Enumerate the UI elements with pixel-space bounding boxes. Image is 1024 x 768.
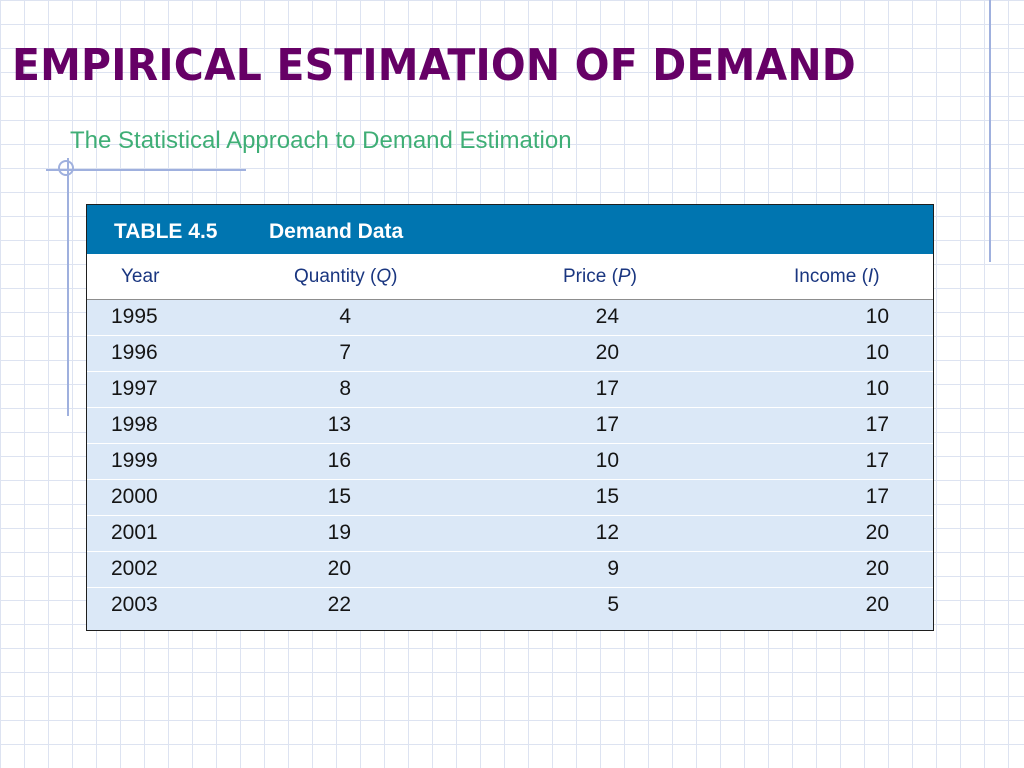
- cell-income: 10: [865, 305, 889, 328]
- table-row: 1998 13 17 17: [87, 408, 933, 444]
- column-header-quantity: Quantity (Q): [294, 266, 397, 288]
- table-row: 1996 7 20 10: [87, 336, 933, 372]
- vertical-rule-left: [67, 158, 69, 416]
- slide-title: EMPIRICAL ESTIMATION OF DEMAND: [12, 40, 856, 91]
- column-header-price: Price (P): [563, 266, 637, 288]
- cell-quantity: 4: [339, 305, 351, 328]
- column-header-year: Year: [121, 266, 160, 287]
- cell-quantity: 8: [339, 377, 351, 400]
- cell-year: 1997: [111, 377, 158, 400]
- table-title: Demand Data: [269, 220, 404, 243]
- cell-price: 17: [595, 377, 619, 400]
- cell-year: 1995: [111, 305, 158, 328]
- cell-price: 17: [595, 413, 619, 436]
- table-row: 2001 19 12 20: [87, 516, 933, 552]
- cell-income: 10: [865, 341, 889, 364]
- vertical-rule-right: [989, 0, 991, 262]
- cell-income: 10: [865, 377, 889, 400]
- cell-price: 12: [595, 521, 619, 544]
- cell-quantity: 13: [327, 413, 351, 436]
- column-header-quantity-symbol: Q: [376, 266, 392, 287]
- column-header-row: Year Quantity (Q) Price (P) Income (I): [87, 254, 933, 300]
- cell-price: 10: [595, 449, 619, 472]
- column-header-income-symbol: I: [867, 266, 874, 287]
- cell-quantity: 19: [327, 521, 351, 544]
- column-header-price-symbol: P: [617, 266, 631, 287]
- cell-price: 15: [595, 485, 619, 508]
- cell-income: 17: [865, 485, 889, 508]
- table-row: 2003 22 5 20: [87, 588, 933, 624]
- table-caption-bar: TABLE 4.5 Demand Data: [87, 205, 933, 254]
- cell-year: 2001: [111, 521, 158, 544]
- table-number: TABLE 4.5: [114, 220, 218, 243]
- cell-year: 2000: [111, 485, 158, 508]
- cell-income: 17: [865, 413, 889, 436]
- cell-quantity: 20: [327, 557, 351, 580]
- cell-income: 20: [865, 593, 889, 616]
- demand-data-table: TABLE 4.5 Demand Data Year Quantity (Q) …: [86, 204, 934, 631]
- cell-income: 20: [865, 521, 889, 544]
- cell-quantity: 7: [339, 341, 351, 364]
- cell-year: 1996: [111, 341, 158, 364]
- table-row: 1997 8 17 10: [87, 372, 933, 408]
- horizontal-rule-left: [46, 169, 246, 171]
- column-header-income-close: ): [873, 266, 880, 287]
- cell-income: 17: [865, 449, 889, 472]
- column-header-quantity-text: Quantity (: [294, 266, 377, 287]
- cell-price: 20: [595, 341, 619, 364]
- column-header-income-text: Income (: [794, 266, 868, 287]
- column-header-income: Income (I): [794, 266, 880, 288]
- cell-year: 1999: [111, 449, 158, 472]
- table-body: 1995 4 24 10 1996 7 20 10 1997 8 17 10 1…: [87, 300, 933, 630]
- cell-income: 20: [865, 557, 889, 580]
- cell-year: 2003: [111, 593, 158, 616]
- cell-year: 2002: [111, 557, 158, 580]
- cell-quantity: 15: [327, 485, 351, 508]
- cell-quantity: 22: [327, 593, 351, 616]
- cell-price: 24: [595, 305, 619, 328]
- cell-quantity: 16: [327, 449, 351, 472]
- table-row: 2002 20 9 20: [87, 552, 933, 588]
- cell-price: 5: [607, 593, 619, 616]
- column-header-price-text: Price (: [563, 266, 618, 287]
- circle-ornament: [58, 160, 74, 176]
- table-row: 2000 15 15 17: [87, 480, 933, 516]
- cell-price: 9: [607, 557, 619, 580]
- table-row: 1995 4 24 10: [87, 300, 933, 336]
- cell-year: 1998: [111, 413, 158, 436]
- table-row: 1999 16 10 17: [87, 444, 933, 480]
- slide-subtitle: The Statistical Approach to Demand Estim…: [70, 127, 572, 154]
- column-header-quantity-close: ): [391, 266, 398, 287]
- column-header-price-close: ): [630, 266, 637, 287]
